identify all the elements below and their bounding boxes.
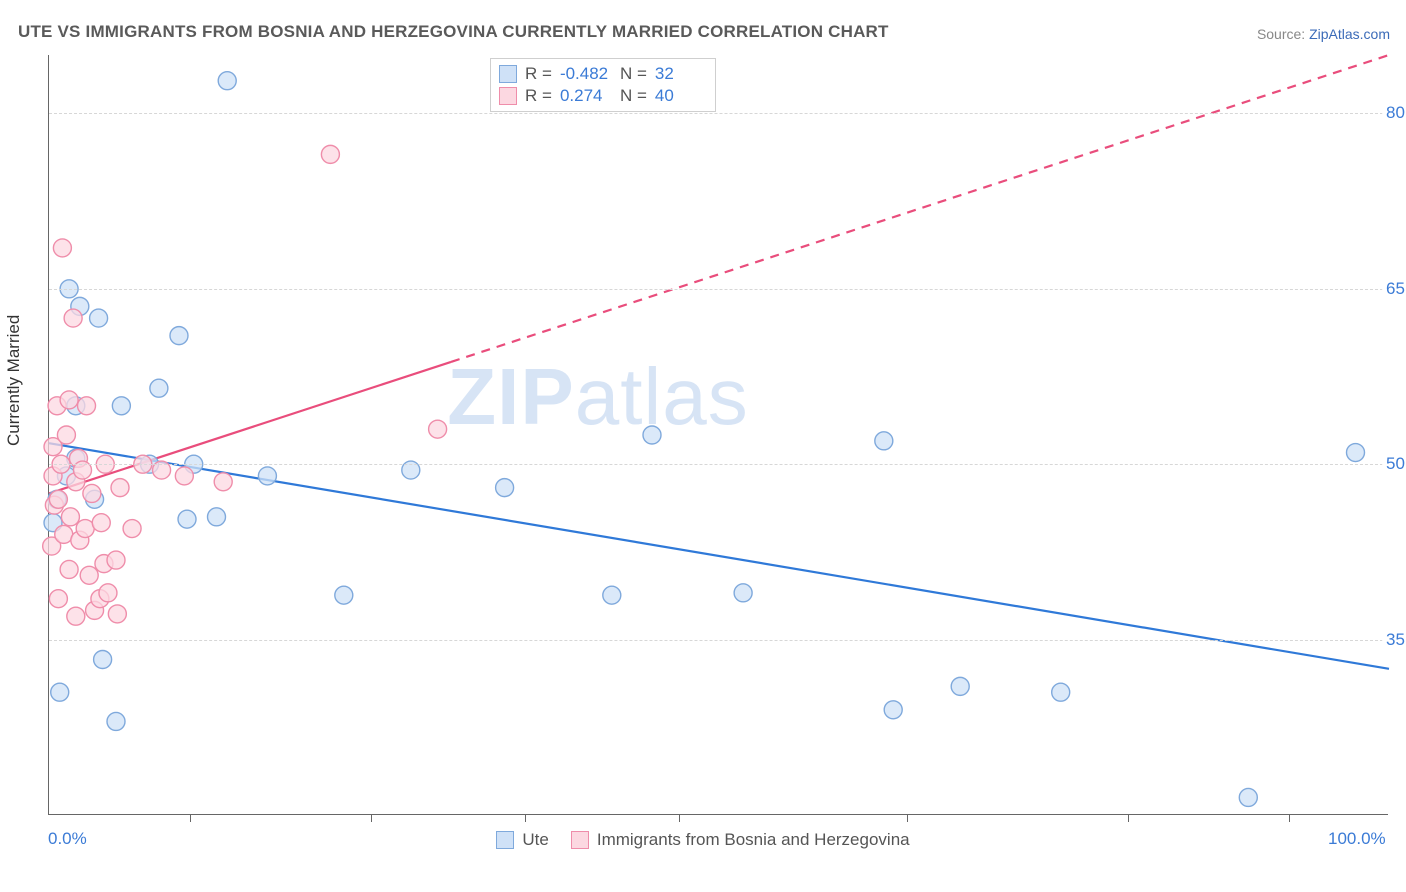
legend-correlation-box: R = -0.482 N = 32 R = 0.274 N = 40	[490, 58, 716, 112]
source-prefix: Source:	[1257, 26, 1309, 42]
point-bih	[55, 525, 73, 543]
trend-line-bih	[49, 362, 451, 494]
point-ute	[884, 701, 902, 719]
point-ute	[951, 677, 969, 695]
y-tick-label: 65.0%	[1382, 279, 1406, 299]
legend-n-value-bih: 40	[655, 85, 707, 107]
point-bih	[60, 560, 78, 578]
gridline	[49, 289, 1388, 290]
gridline	[49, 464, 1388, 465]
point-ute	[643, 426, 661, 444]
point-bih	[53, 239, 71, 257]
point-ute	[208, 508, 226, 526]
legend-item-ute: Ute	[496, 830, 548, 850]
legend-item-bih: Immigrants from Bosnia and Herzegovina	[571, 830, 910, 850]
point-ute	[734, 584, 752, 602]
point-ute	[178, 510, 196, 528]
legend-top-row-ute: R = -0.482 N = 32	[499, 63, 707, 85]
point-bih	[321, 145, 339, 163]
legend-r-label: R =	[525, 63, 552, 85]
point-bih	[64, 309, 82, 327]
trend-line-ute	[49, 443, 1389, 669]
point-ute	[496, 479, 514, 497]
point-bih	[214, 473, 232, 491]
source-attribution: Source: ZipAtlas.com	[1257, 26, 1390, 42]
point-ute	[1239, 788, 1257, 806]
x-tick	[907, 814, 908, 822]
point-ute	[218, 72, 236, 90]
swatch-ute	[496, 831, 514, 849]
point-bih	[76, 520, 94, 538]
point-bih	[67, 607, 85, 625]
point-ute	[170, 327, 188, 345]
point-bih	[108, 605, 126, 623]
point-bih	[78, 397, 96, 415]
point-ute	[112, 397, 130, 415]
legend-r-label: R =	[525, 85, 552, 107]
legend-item-label-ute: Ute	[522, 830, 548, 850]
chart-svg	[49, 55, 1388, 814]
y-axis-title: Currently Married	[4, 315, 24, 446]
legend-item-label-bih: Immigrants from Bosnia and Herzegovina	[597, 830, 910, 850]
swatch-bih	[571, 831, 589, 849]
point-bih	[175, 467, 193, 485]
legend-r-value-bih: 0.274	[560, 85, 612, 107]
y-tick-label: 50.0%	[1382, 454, 1406, 474]
point-bih	[60, 391, 78, 409]
point-bih	[111, 479, 129, 497]
point-ute	[1347, 444, 1365, 462]
chart-title: UTE VS IMMIGRANTS FROM BOSNIA AND HERZEG…	[18, 22, 889, 42]
point-bih	[107, 551, 125, 569]
point-ute	[90, 309, 108, 327]
swatch-ute	[499, 65, 517, 83]
point-ute	[603, 586, 621, 604]
point-bih	[57, 426, 75, 444]
point-bih	[80, 566, 98, 584]
legend-n-label: N =	[620, 85, 647, 107]
point-ute	[94, 650, 112, 668]
source-link[interactable]: ZipAtlas.com	[1309, 26, 1390, 42]
x-tick	[525, 814, 526, 822]
y-tick-label: 35.0%	[1382, 630, 1406, 650]
point-bih	[123, 520, 141, 538]
x-tick	[1128, 814, 1129, 822]
point-bih	[83, 484, 101, 502]
legend-series: Ute Immigrants from Bosnia and Herzegovin…	[0, 830, 1406, 850]
x-tick	[679, 814, 680, 822]
gridline	[49, 640, 1388, 641]
legend-n-label: N =	[620, 63, 647, 85]
point-ute	[258, 467, 276, 485]
point-ute	[875, 432, 893, 450]
legend-n-value-ute: 32	[655, 63, 707, 85]
point-bih	[61, 508, 79, 526]
point-ute	[150, 379, 168, 397]
point-bih	[429, 420, 447, 438]
legend-top-row-bih: R = 0.274 N = 40	[499, 85, 707, 107]
x-tick	[190, 814, 191, 822]
point-ute	[1052, 683, 1070, 701]
point-bih	[92, 514, 110, 532]
point-ute	[335, 586, 353, 604]
gridline	[49, 113, 1388, 114]
swatch-bih	[499, 87, 517, 105]
point-bih	[49, 490, 67, 508]
point-ute	[107, 712, 125, 730]
plot-area: ZIPatlas R =-0.482N =32R =0.274N =40 35.…	[48, 55, 1388, 815]
point-bih	[49, 590, 67, 608]
point-ute	[51, 683, 69, 701]
point-bih	[99, 584, 117, 602]
legend-r-value-ute: -0.482	[560, 63, 612, 85]
y-tick-label: 80.0%	[1382, 103, 1406, 123]
x-tick	[1289, 814, 1290, 822]
x-tick	[371, 814, 372, 822]
